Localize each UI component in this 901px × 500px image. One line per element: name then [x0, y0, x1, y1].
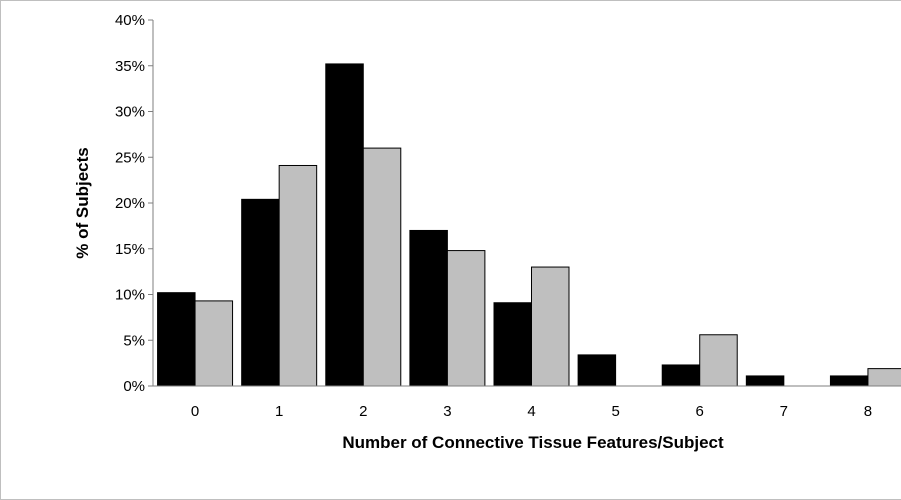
x-axis-title: Number of Connective Tissue Features/Sub… [342, 433, 724, 452]
bar-series-1-cat-8 [829, 375, 869, 387]
bar-series-1-cat-2 [325, 63, 364, 387]
bar-series-2-cat-1 [278, 164, 318, 387]
x-tick-label: 6 [696, 403, 704, 420]
y-tick-label: 30% [115, 104, 145, 121]
y-axis-ticks: 0% 5% 10% 15% 20% 25% 30% 35% 40% [115, 12, 153, 395]
bar-series-2-cat-4 [531, 266, 570, 387]
y-axis-title: % of Subjects [73, 147, 92, 258]
bar-series-2-cat-0 [194, 300, 234, 387]
bar-series-2-cat-8 [867, 368, 901, 387]
x-axis-ticks: 0 1 2 3 4 5 6 7 8 [191, 403, 872, 420]
y-tick-label: 15% [115, 241, 145, 258]
chart-marks [157, 63, 901, 387]
bar-series-1-cat-6 [661, 364, 701, 387]
bar-series-1-cat-7 [745, 375, 785, 387]
x-tick-label: 0 [191, 403, 199, 420]
bar-series-1-cat-1 [241, 198, 280, 387]
bar-series-1-cat-4 [493, 302, 532, 387]
y-tick-label: 20% [115, 195, 145, 212]
bar-series-2-cat-6 [699, 334, 738, 387]
bar-series-2-cat-3 [446, 250, 486, 387]
y-tick-label: 5% [123, 332, 145, 349]
x-tick-label: 1 [275, 403, 283, 420]
x-tick-label: 3 [443, 403, 451, 420]
x-tick-label: 4 [527, 403, 535, 420]
bar-series-1-cat-5 [577, 354, 617, 387]
y-tick-label: 40% [115, 12, 145, 29]
x-tick-label: 5 [611, 403, 619, 420]
y-tick-label: 10% [115, 287, 145, 304]
bar-series-2-cat-2 [362, 147, 402, 387]
x-tick-label: 8 [864, 403, 872, 420]
x-tick-label: 7 [780, 403, 788, 420]
bar-series-1-cat-3 [409, 229, 448, 387]
x-tick-label: 2 [359, 403, 367, 420]
y-tick-label: 0% [123, 378, 145, 395]
bar-series-1-cat-0 [157, 292, 196, 387]
y-tick-label: 25% [115, 149, 145, 166]
y-tick-label: 35% [115, 58, 145, 75]
